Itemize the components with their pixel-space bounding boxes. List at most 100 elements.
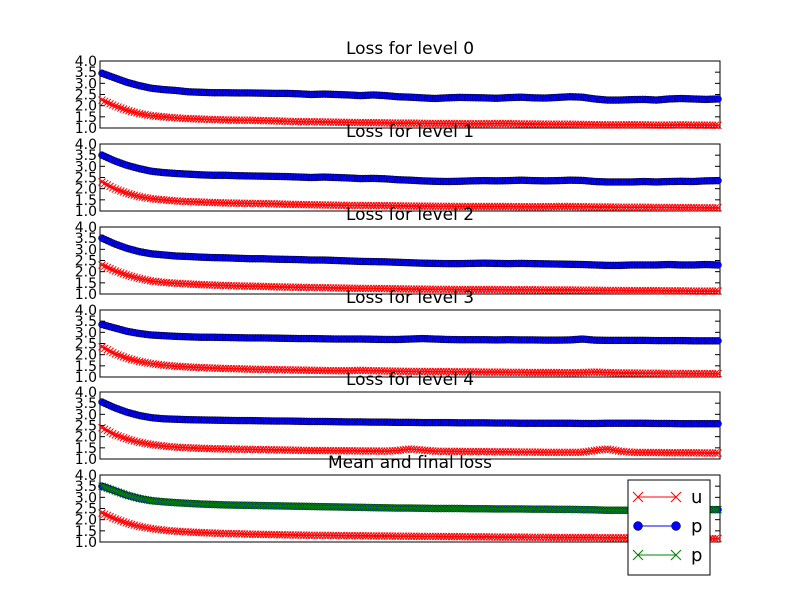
data-point xyxy=(520,120,529,128)
data-point xyxy=(614,506,623,515)
data-point xyxy=(127,107,136,116)
subplot-title: Loss for level 1 xyxy=(346,122,474,142)
legend-label: p xyxy=(691,516,702,537)
subplot-4: 1.01.52.02.53.03.54.0 xyxy=(75,385,722,468)
data-point xyxy=(396,504,405,512)
data-point xyxy=(407,202,416,210)
data-point xyxy=(603,506,612,515)
data-point xyxy=(407,367,416,376)
data-point xyxy=(711,534,720,543)
data-point xyxy=(98,509,106,517)
data-point xyxy=(108,486,117,494)
data-point xyxy=(111,487,120,495)
data-point xyxy=(579,286,588,295)
data-point xyxy=(692,287,701,295)
data-point xyxy=(501,533,510,541)
data-point xyxy=(558,448,566,457)
data-point xyxy=(445,504,453,513)
data-point xyxy=(536,368,545,377)
data-point xyxy=(111,185,120,193)
data-point xyxy=(568,533,577,542)
data-point xyxy=(507,505,515,513)
data-point xyxy=(646,286,655,295)
data-point xyxy=(531,368,539,377)
data-point xyxy=(552,448,561,457)
y-tick-label: 2.5 xyxy=(75,88,97,104)
data-point xyxy=(617,369,626,377)
data-point xyxy=(127,272,136,281)
data-point xyxy=(571,448,580,457)
data-point xyxy=(657,203,666,212)
data-point xyxy=(498,505,507,513)
data-point xyxy=(111,430,120,439)
data-point xyxy=(437,504,445,513)
data-point xyxy=(458,368,467,376)
data-point xyxy=(547,286,556,294)
data-point xyxy=(555,505,564,514)
data-point xyxy=(622,369,631,377)
legend-entry-2: p xyxy=(632,545,702,566)
data-point xyxy=(668,287,677,295)
data-point xyxy=(493,119,502,128)
data-point xyxy=(576,533,585,542)
legend-entry-1: p xyxy=(633,516,702,537)
data-point xyxy=(525,202,534,211)
data-point xyxy=(474,447,483,456)
data-point xyxy=(122,354,131,362)
legend-marker xyxy=(632,549,644,561)
data-point xyxy=(103,484,112,492)
y-tick-label: 1.0 xyxy=(75,535,97,551)
subplot-title: Loss for level 0 xyxy=(346,39,474,59)
data-point xyxy=(523,120,531,128)
data-point xyxy=(434,285,443,294)
data-point xyxy=(638,286,647,295)
data-point xyxy=(122,106,131,114)
data-point xyxy=(98,261,106,269)
data-point xyxy=(474,119,483,128)
data-point xyxy=(676,448,685,457)
data-point xyxy=(122,491,131,499)
data-point xyxy=(103,98,112,107)
data-point xyxy=(439,504,448,513)
data-point xyxy=(541,120,550,129)
data-point xyxy=(708,204,717,212)
data-point xyxy=(566,448,574,457)
data-point xyxy=(127,436,136,445)
data-point xyxy=(517,285,526,294)
data-point xyxy=(455,285,464,294)
data-point xyxy=(536,533,545,542)
y-tick-label: 3.0 xyxy=(75,407,97,423)
data-point xyxy=(547,368,556,377)
data-point xyxy=(114,103,122,111)
data-point xyxy=(582,533,591,542)
legend-marker xyxy=(670,549,682,561)
y-tick-label: 1.5 xyxy=(75,193,97,209)
data-point xyxy=(434,504,443,513)
data-point xyxy=(644,286,652,295)
data-point xyxy=(412,285,421,293)
data-point xyxy=(681,448,690,457)
y-tick-label: 1.5 xyxy=(75,110,97,126)
data-point xyxy=(127,520,136,529)
data-point xyxy=(541,286,550,294)
data-point xyxy=(711,121,720,130)
data-point xyxy=(297,117,305,126)
data-point xyxy=(122,271,131,279)
data-point xyxy=(692,369,701,378)
series-u-1 xyxy=(98,342,722,378)
subplot-title: Loss for level 3 xyxy=(346,288,474,308)
data-point xyxy=(307,446,316,455)
data-point xyxy=(116,104,125,112)
data-point xyxy=(665,369,674,378)
y-tick-label: 1.0 xyxy=(75,287,97,303)
data-point xyxy=(114,488,122,496)
data-point xyxy=(609,506,617,515)
data-point xyxy=(714,449,722,457)
data-point xyxy=(434,202,443,211)
data-point xyxy=(671,287,679,295)
data-point xyxy=(679,203,687,212)
data-point xyxy=(472,533,480,541)
y-tick-label: 2.0 xyxy=(75,265,97,281)
subplot-title: Loss for level 4 xyxy=(346,370,474,390)
data-point xyxy=(520,202,529,211)
